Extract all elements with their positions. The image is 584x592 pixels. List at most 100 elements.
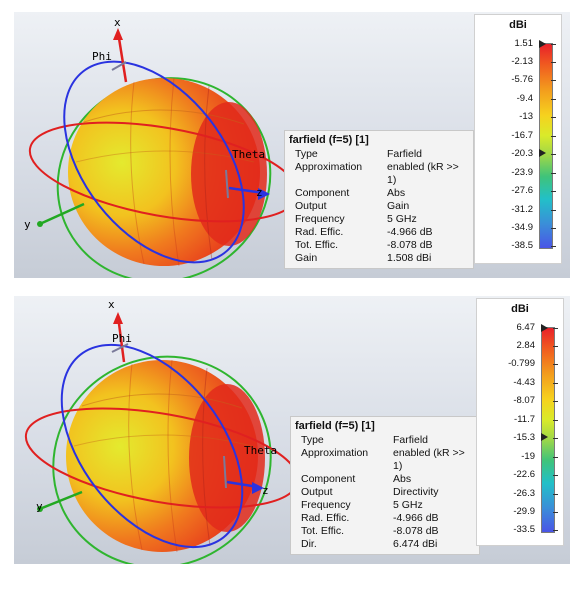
legend-tick: -15.3 bbox=[513, 432, 535, 443]
legend-tick-line bbox=[551, 191, 556, 192]
x-axis bbox=[116, 31, 128, 83]
legend-tick-line bbox=[551, 210, 556, 211]
legend-tick-line bbox=[553, 383, 558, 384]
legend-tick-line bbox=[553, 457, 558, 458]
info-row: Tot. Effic. -8.078 dB bbox=[301, 525, 439, 537]
legend-tick-line bbox=[551, 246, 556, 247]
legend-tick-line bbox=[551, 80, 556, 81]
color-scale-bar bbox=[541, 327, 555, 533]
legend-tick: -38.5 bbox=[511, 240, 533, 251]
legend-tick: -19 bbox=[521, 451, 535, 462]
theta-arrow bbox=[223, 455, 227, 489]
max-marker-icon[interactable] bbox=[541, 324, 548, 332]
legend-tick: -13 bbox=[519, 111, 533, 122]
legend-tick: -11.7 bbox=[514, 414, 535, 425]
info-row: Approximation enabled (kR >> 1) bbox=[295, 161, 459, 186]
phi-label: Phi bbox=[92, 50, 112, 63]
legend-tick-line bbox=[553, 475, 558, 476]
farfield-3d-plot[interactable]: x z y Phi Theta bbox=[14, 296, 570, 564]
legend-tick-line bbox=[551, 44, 556, 45]
legend-tick: -4.43 bbox=[513, 377, 535, 388]
legend-tick: -5.76 bbox=[511, 74, 533, 85]
y-axis-label: y bbox=[24, 218, 31, 231]
legend-unit: dBi bbox=[509, 19, 527, 31]
legend-tick-line bbox=[551, 173, 556, 174]
legend-tick: -16.7 bbox=[511, 130, 533, 141]
y-axis bbox=[41, 490, 83, 510]
info-row: Output Directivity bbox=[301, 486, 439, 498]
max-marker-icon[interactable] bbox=[539, 40, 546, 48]
phi-label: Phi bbox=[112, 332, 132, 345]
x-axis-label: x bbox=[108, 298, 115, 311]
theta-label: Theta bbox=[232, 148, 265, 161]
farfield-view-gain[interactable]: x z y Phi Theta farfield (f=5) [1] Type F… bbox=[14, 12, 570, 278]
info-title: farfield (f=5) [1] bbox=[295, 420, 375, 432]
info-row: Approximation enabled (kR >> 1) bbox=[301, 447, 465, 472]
farfield-info-box: farfield (f=5) [1] Type Farfield Approxim… bbox=[290, 416, 480, 555]
legend-tick: -9.4 bbox=[516, 93, 533, 104]
info-row: Frequency 5 GHz bbox=[295, 213, 417, 225]
info-row: Type Farfield bbox=[295, 148, 423, 160]
legend-tick: -0.799 bbox=[508, 358, 535, 369]
farfield-info-box: farfield (f=5) [1] Type Farfield Approxim… bbox=[284, 130, 474, 269]
legend-tick-line bbox=[551, 99, 556, 100]
legend-tick-line bbox=[553, 364, 558, 365]
z-axis-label: z bbox=[262, 484, 269, 497]
x-axis-label: x bbox=[114, 16, 121, 29]
phi-ring-blue bbox=[60, 343, 244, 549]
info-row: Dir. 6.474 dBi bbox=[301, 538, 438, 550]
legend-tick-line bbox=[553, 530, 558, 531]
color-scale-bar bbox=[539, 43, 553, 249]
phi-arrow bbox=[111, 61, 127, 71]
legend-tick: -33.5 bbox=[513, 524, 535, 535]
level-marker-icon[interactable] bbox=[539, 149, 546, 157]
legend-tick-line bbox=[551, 136, 556, 137]
info-row: Frequency 5 GHz bbox=[301, 499, 423, 511]
legend-tick: -2.13 bbox=[511, 56, 533, 67]
info-row: Rad. Effic. -4.966 dB bbox=[295, 226, 433, 238]
info-row: Gain 1.508 dBi bbox=[295, 252, 432, 264]
theta-arrow bbox=[225, 169, 229, 199]
legend-unit: dBi bbox=[511, 303, 529, 315]
color-scale-legend: dBi 1.51 -2.13 -5.76 -9.4 -13 -16.7 -20.… bbox=[474, 14, 562, 264]
y-axis-label: y bbox=[36, 500, 43, 513]
legend-tick-line bbox=[553, 494, 558, 495]
legend-tick-line bbox=[551, 154, 556, 155]
legend-tick-line bbox=[551, 62, 556, 63]
farfield-3d-plot[interactable]: x z y Phi Theta bbox=[14, 12, 570, 278]
legend-tick: 6.47 bbox=[516, 322, 536, 333]
color-scale-legend: dBi 6.47 2.84 -0.799 -4.43 -8.07 -11.7 -… bbox=[476, 298, 564, 546]
info-row: Component Abs bbox=[295, 187, 406, 199]
info-row: Type Farfield bbox=[301, 434, 429, 446]
phi-ring-green bbox=[52, 355, 272, 564]
phi-arrow bbox=[111, 343, 129, 353]
legend-tick: -31.2 bbox=[511, 204, 533, 215]
info-row: Tot. Effic. -8.078 dB bbox=[295, 239, 433, 251]
info-title: farfield (f=5) [1] bbox=[289, 134, 369, 146]
z-axis-label: z bbox=[256, 186, 263, 199]
phi-ring-blue bbox=[63, 60, 245, 264]
legend-tick: -29.9 bbox=[513, 506, 535, 517]
legend-tick-line bbox=[553, 512, 558, 513]
legend-tick: 2.84 bbox=[516, 340, 536, 351]
info-row: Component Abs bbox=[301, 473, 412, 485]
theta-label: Theta bbox=[244, 444, 277, 457]
farfield-view-directivity[interactable]: x z y Phi Theta farfield (f=5) [1] Type F… bbox=[14, 296, 570, 564]
legend-tick: -22.6 bbox=[513, 469, 535, 480]
legend-tick: -34.9 bbox=[511, 222, 533, 233]
legend-tick-line bbox=[553, 438, 558, 439]
info-row: Output Gain bbox=[295, 200, 410, 212]
radiation-pattern-body bbox=[68, 77, 267, 267]
legend-tick: -20.3 bbox=[511, 148, 533, 159]
legend-tick-line bbox=[551, 117, 556, 118]
legend-tick-line bbox=[551, 228, 556, 229]
legend-tick-line bbox=[553, 346, 558, 347]
legend-tick-line bbox=[553, 328, 558, 329]
legend-tick: -23.9 bbox=[511, 167, 533, 178]
y-axis bbox=[41, 202, 85, 225]
legend-tick-line bbox=[553, 401, 558, 402]
legend-tick-line bbox=[553, 420, 558, 421]
info-row: Rad. Effic. -4.966 dB bbox=[301, 512, 439, 524]
legend-tick: -8.07 bbox=[513, 395, 535, 406]
level-marker-icon[interactable] bbox=[541, 433, 548, 441]
